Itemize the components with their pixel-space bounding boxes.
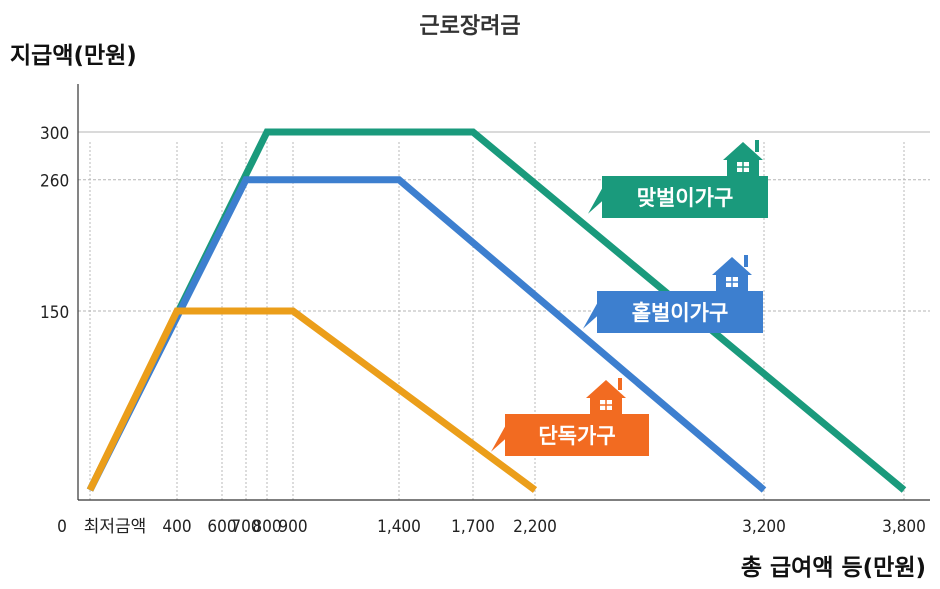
house-icon (723, 140, 763, 176)
legend-label: 단독가구 (538, 424, 615, 448)
legend-entry-solo: 단독가구 (491, 378, 649, 456)
y-tick-label: 300 (40, 124, 69, 144)
series-lines (86, 128, 907, 493)
x-tick-label: 3,200 (742, 517, 786, 537)
legend-entry-single_earner: 홑벌이가구 (583, 255, 763, 333)
x-tick-label: 400 (162, 517, 191, 537)
series-line-홑벌이가구 (86, 176, 767, 493)
x-tick-label: 900 (278, 517, 307, 537)
legend-label: 맞벌이가구 (637, 186, 734, 210)
legend-box (491, 414, 649, 456)
legend-box (588, 176, 768, 218)
house-icon (586, 378, 626, 414)
x-tick-label: 1,400 (377, 517, 421, 537)
x-tick-label: 2,200 (513, 517, 557, 537)
legend-entry-dual: 맞벌이가구 (588, 140, 768, 218)
x-axis-label: 총 급여액 등(만원) (740, 555, 926, 581)
y-tick-label: 260 (40, 172, 69, 192)
x-tick-label: 0 (57, 517, 67, 537)
legend-box (583, 291, 763, 333)
x-tick-label: 800 (252, 517, 281, 537)
x-tick-label: 600 (207, 517, 236, 537)
grid-lines (78, 131, 930, 500)
series-line-단독가구 (86, 307, 538, 493)
x-tick-label: 3,800 (882, 517, 926, 537)
y-axis-label: 지급액(만원) (10, 43, 137, 69)
axes (77, 84, 930, 501)
house-icon (712, 255, 752, 291)
chart-title: 근로장려금 (419, 14, 521, 39)
legend-label: 홑벌이가구 (632, 301, 729, 325)
x-tick-label: 최저금액 (84, 517, 147, 537)
x-tick-label: 700 (231, 517, 260, 537)
y-tick-label: 150 (40, 303, 69, 323)
x-tick-label: 1,700 (451, 517, 495, 537)
